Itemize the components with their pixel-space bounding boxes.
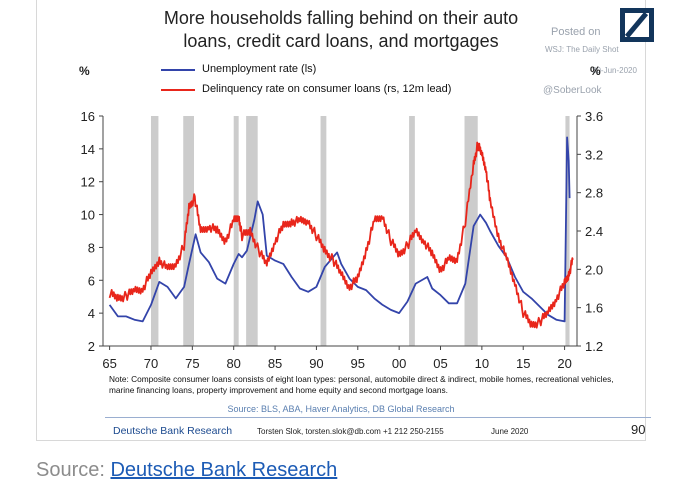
- recession-bar: [565, 116, 570, 346]
- x-tick-label: 05: [433, 356, 447, 371]
- footer-author: Torsten Slok, torsten.slok@db.com +1 212…: [257, 427, 444, 436]
- page-number: 90: [631, 422, 646, 437]
- y-tick-label-left: 6: [88, 273, 95, 288]
- soberlook-handle: @SoberLook: [543, 85, 602, 96]
- footer-brand: Deutsche Bank Research: [113, 425, 233, 437]
- x-tick-label: 10: [475, 356, 489, 371]
- y-tick-label-left: 2: [88, 339, 95, 354]
- line-chart: 2 4 6 8 10 12 14 16 1.2 1.6 2.0 2.4 2.8 3.2 3.6 65 70 75 8…: [81, 69, 603, 371]
- posted-on-label: Posted on: [551, 26, 601, 38]
- legend-label-unemployment: Unemployment rate (ls): [202, 63, 317, 75]
- y-tick-label-left: 12: [81, 175, 95, 190]
- x-tick-label: 20: [557, 356, 571, 371]
- y-tick-label-right: 3.2: [585, 147, 603, 162]
- source-caption: Source: Deutsche Bank Research: [36, 459, 337, 482]
- x-tick-label: 80: [226, 356, 240, 371]
- legend-label-delinquency: Delinquency rate on consumer loans (rs, …: [202, 83, 452, 95]
- chart-title-line-1: More households falling behind on their …: [163, 8, 519, 28]
- y-tick-label-right: 1.2: [585, 339, 603, 354]
- recession-bar: [464, 116, 478, 346]
- y-tick-label-right: 3.6: [585, 109, 603, 124]
- y-tick-label-left: 4: [88, 306, 95, 321]
- y-tick-label-left: 16: [81, 109, 95, 124]
- x-tick-label: 00: [392, 356, 406, 371]
- unemployment-series-line: [108, 136, 571, 323]
- x-tick-label: 85: [268, 356, 282, 371]
- posted-date: 30-Jun-2020: [592, 66, 637, 75]
- x-tick-label: 15: [516, 356, 530, 371]
- footer-divider: [105, 417, 651, 418]
- deutsche-bank-logo: [620, 8, 654, 42]
- chart-title-line-2: loans, credit card loans, and mortgages: [183, 31, 499, 51]
- x-tick-label: 95: [351, 356, 365, 371]
- y-tick-label-right: 2.0: [585, 262, 603, 277]
- y-tick-label-right: 1.6: [585, 301, 603, 316]
- y-tick-label-right: 2.8: [585, 186, 603, 201]
- chart-note: Note: Composite consumer loans consists …: [109, 374, 614, 395]
- y-tick-label-left: 8: [88, 240, 95, 255]
- source-link[interactable]: Deutsche Bank Research: [110, 459, 338, 481]
- footer-date: June 2020: [491, 427, 529, 436]
- y-tick-label-left: 14: [81, 142, 95, 157]
- recession-bar: [320, 116, 327, 346]
- y-tick-label-left: 10: [81, 208, 95, 223]
- recession-bar: [409, 116, 415, 346]
- right-axis-unit: %: [590, 64, 601, 78]
- y-tick-label-right: 2.4: [585, 224, 603, 239]
- x-tick-label: 90: [309, 356, 323, 371]
- x-tick-label: 70: [144, 356, 158, 371]
- posted-source: WSJ: The Daily Shot: [545, 45, 619, 54]
- recession-bar: [150, 116, 159, 346]
- recession-bar: [233, 116, 239, 346]
- recession-bar: [183, 116, 194, 346]
- x-tick-label: 65: [102, 356, 116, 371]
- x-tick-label: 75: [185, 356, 199, 371]
- delinquency-series-line: [108, 141, 574, 329]
- left-axis-unit: %: [79, 64, 90, 78]
- chart-sources: Source: BLS, ABA, Haver Analytics, DB Gl…: [227, 404, 455, 414]
- chart-card: More households falling behind on their …: [36, 0, 654, 441]
- source-caption-prefix: Source:: [36, 459, 111, 481]
